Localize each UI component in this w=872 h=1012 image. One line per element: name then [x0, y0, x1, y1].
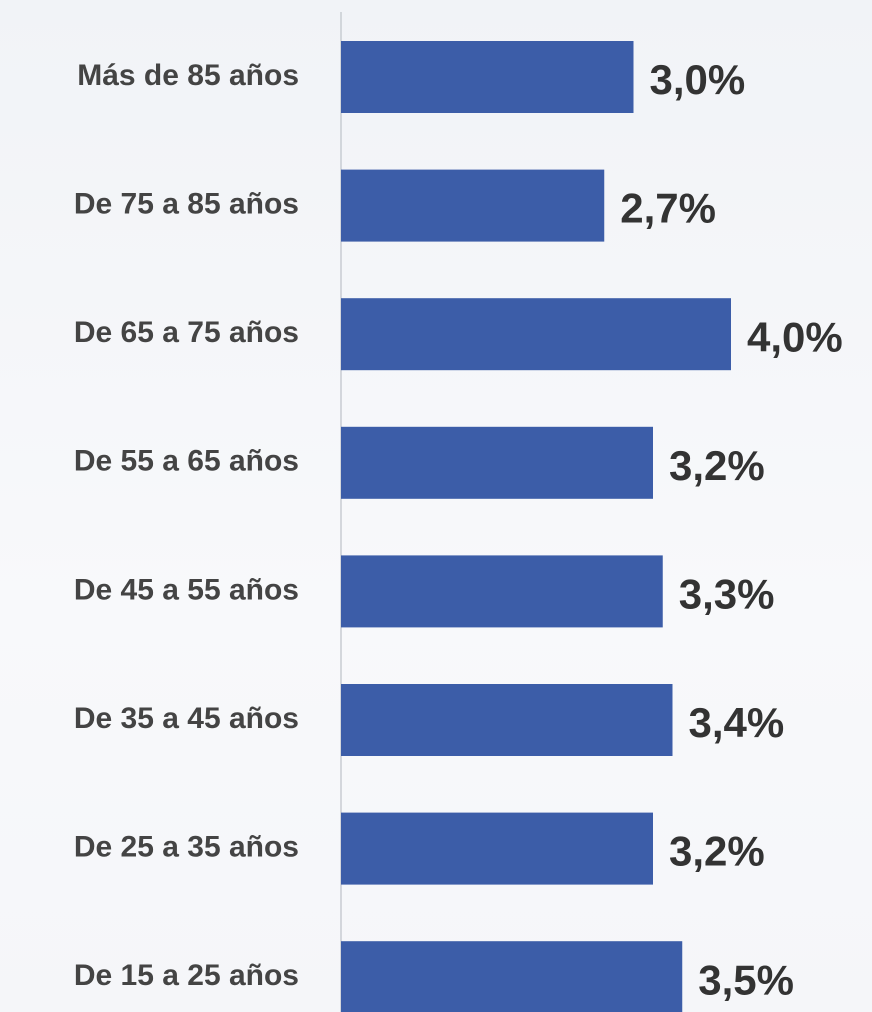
bar: [341, 555, 663, 628]
category-label: Más de 85 años: [77, 59, 299, 92]
category-label: De 25 a 35 años: [74, 831, 299, 864]
bar: [341, 684, 673, 756]
bar: [341, 41, 634, 113]
value-label: 2,7%: [620, 185, 716, 232]
value-label: 4,0%: [747, 313, 843, 360]
category-label: De 55 a 65 años: [74, 445, 299, 478]
category-label: De 35 a 45 años: [74, 702, 299, 735]
bar: [341, 426, 653, 499]
bar: [341, 298, 731, 371]
bar: [341, 169, 605, 242]
category-label: De 15 a 25 años: [74, 959, 299, 992]
value-label: 3,4%: [689, 699, 785, 746]
value-label: 3,2%: [669, 828, 765, 875]
value-label: 3,0%: [650, 56, 746, 103]
category-label: De 75 a 85 años: [74, 188, 299, 221]
bar: [341, 812, 653, 885]
value-label: 3,5%: [698, 956, 794, 1003]
value-label: 3,3%: [679, 570, 775, 617]
bar: [341, 941, 683, 1012]
value-label: 3,2%: [669, 442, 765, 489]
category-label: De 45 a 55 años: [74, 573, 299, 606]
category-label: De 65 a 75 años: [74, 316, 299, 349]
